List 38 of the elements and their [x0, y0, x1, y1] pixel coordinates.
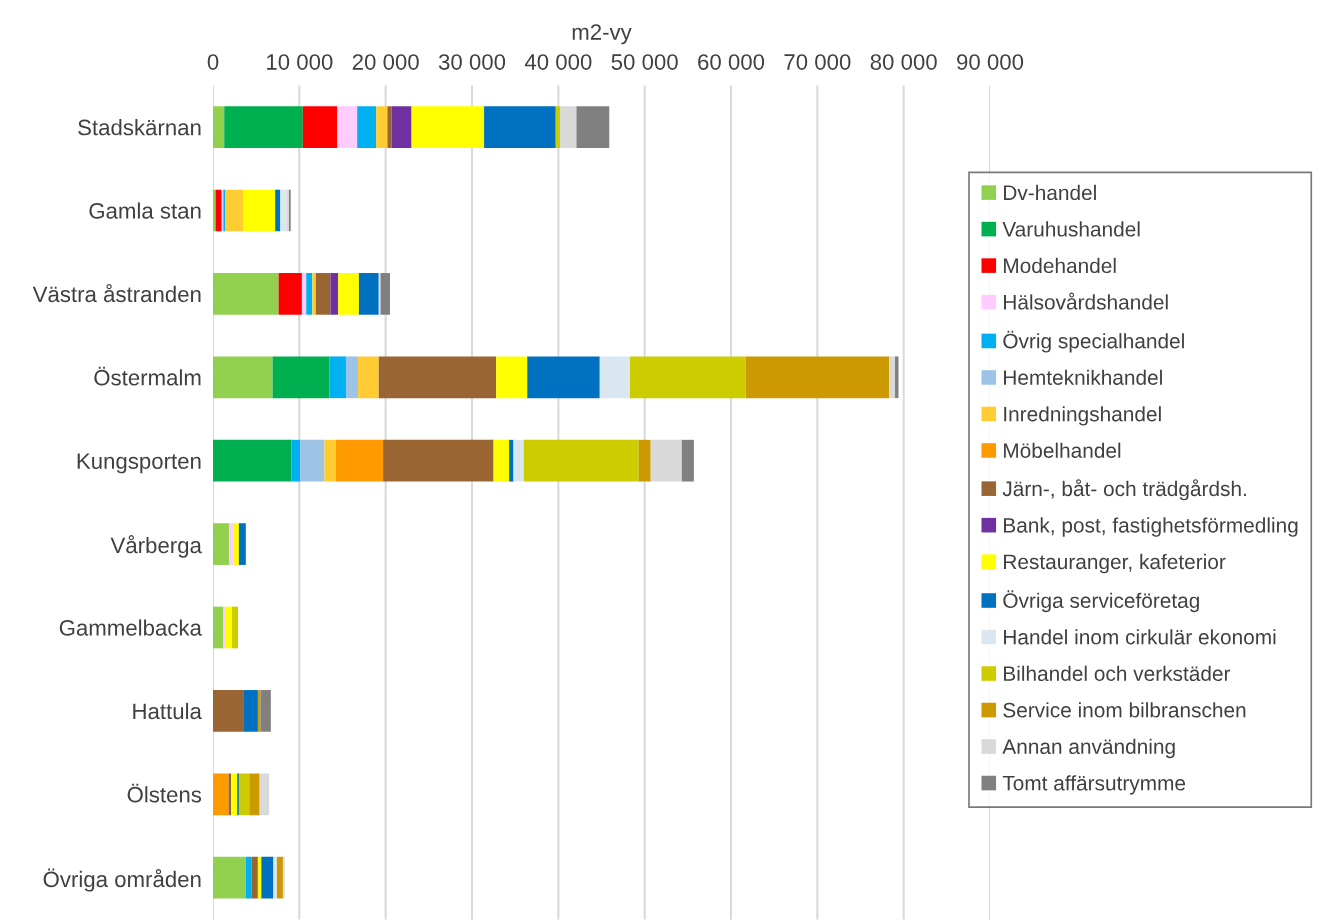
x-tick-label: 80 000 — [870, 54, 937, 70]
y-tick-label: Stadskärnan — [78, 119, 201, 136]
y-tick-label: Östermalm — [94, 366, 201, 386]
x-tick-label: 30 000 — [438, 54, 506, 70]
legend-label: Varuhushandel — [1002, 221, 1140, 237]
x-tick-label: 0 — [207, 54, 219, 70]
x-tick-label: 70 000 — [784, 54, 851, 70]
y-tick-label: Gamla stan — [89, 202, 201, 219]
legend-label: Annan användning — [1002, 738, 1175, 759]
legend-label: Hemteknikhandel — [1004, 369, 1162, 385]
legend-label: Hälsovårdshandel — [1004, 292, 1168, 310]
legend-label: Möbelhandel — [1004, 442, 1121, 458]
x-tick-label: 20 000 — [352, 54, 419, 70]
y-tick-label: Västra åstranden — [32, 284, 201, 303]
x-tick-label: 40 000 — [524, 54, 592, 70]
x-tick-label: 10 000 — [267, 54, 333, 70]
legend-label: Service inom bilbranschen — [1003, 702, 1246, 718]
y-tick-label: Övriga områden — [43, 868, 201, 892]
x-axis-title: m2-vy — [572, 24, 632, 45]
legend-label: Bank, post, fastighetsförmedling — [1004, 517, 1298, 537]
legend-label: Övriga serviceföretag — [1003, 590, 1199, 613]
legend-label: Bilhandel och verkstäder — [1004, 665, 1231, 682]
x-tick-label: 90 000 — [957, 54, 1024, 70]
y-tick-label: Vårberga — [110, 535, 202, 558]
legend-label: Tomt affärsutrymme — [1002, 775, 1186, 795]
legend-label: Dv-handel — [1004, 184, 1096, 201]
legend-label: Modehandel — [1004, 257, 1116, 274]
y-tick-label: Hattula — [133, 702, 202, 720]
y-tick-label: Kungsporten — [77, 453, 201, 474]
legend-label: Inredningshandel — [1004, 406, 1161, 426]
legend-label: Järn-, båt- och trädgårdsh. — [1002, 479, 1246, 501]
legend-label: Handel inom cirkulär ekonomi — [1004, 629, 1276, 645]
legend-label: Restauranger, kafeterior — [1004, 553, 1226, 574]
y-tick-label: Gammelbacka — [59, 619, 202, 636]
x-tick-label: 60 000 — [698, 54, 765, 70]
x-tick-label: 50 000 — [611, 54, 678, 70]
legend-label: Övrig specialhandel — [1003, 330, 1184, 353]
y-tick-label: Ölstens — [127, 783, 202, 803]
